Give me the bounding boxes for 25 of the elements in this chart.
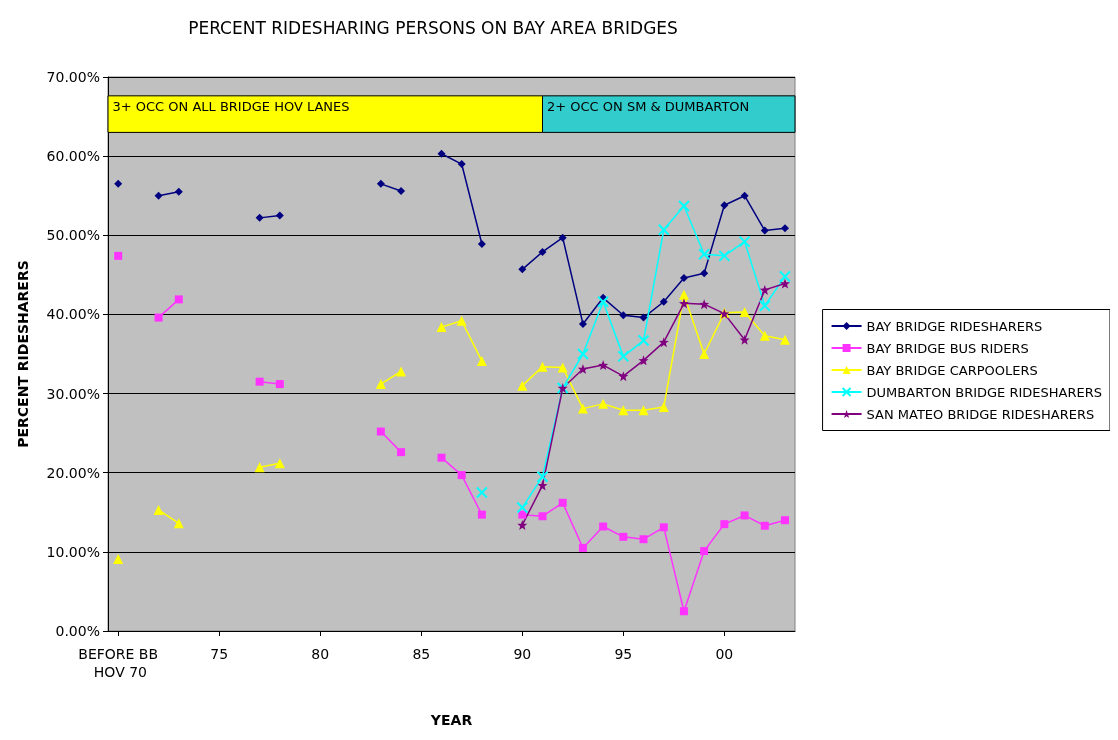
legend-label: SAN MATEO BRIDGE RIDESHARERS — [866, 406, 1095, 422]
x-tick-label: 95 — [614, 646, 633, 662]
legend-label: BAY BRIDGE BUS RIDERS — [866, 340, 1029, 356]
band-label: 3+ OCC ON ALL BRIDGE HOV LANES — [112, 99, 350, 115]
y-tick-label: 20.00% — [46, 464, 100, 481]
band-label: 2+ OCC ON SM & DUMBARTON — [547, 99, 750, 115]
legend-label: BAY BRIDGE RIDESHARERS — [866, 318, 1043, 334]
x-tick-label: 85 — [412, 646, 431, 662]
x-tick-label: 75 — [210, 646, 229, 662]
y-tick-label: 10.00% — [46, 543, 100, 560]
y-axis-title: PERCENT RIDESHARERS — [15, 260, 31, 448]
x-tick-label: 00 — [715, 646, 734, 662]
y-tick-label: 50.00% — [46, 227, 100, 244]
chart-title: PERCENT RIDESHARING PERSONS ON BAY AREA BRIDGES — [188, 17, 678, 38]
legend-label: BAY BRIDGE CARPOOLERS — [866, 362, 1038, 378]
x-axis-title: YEAR — [429, 712, 473, 728]
y-tick-label: 0.00% — [55, 623, 100, 639]
y-tick-label: 30.00% — [46, 385, 100, 402]
x-tick-label: 90 — [513, 646, 532, 662]
y-tick-label: 70.00% — [46, 69, 100, 85]
x-tick-label: BEFORE BB HOV 70 — [78, 646, 159, 680]
x-tick-label: 80 — [311, 646, 330, 662]
y-tick-label: 40.00% — [46, 306, 100, 323]
y-tick-label: 60.00% — [46, 148, 100, 165]
legend-label: DUMBARTON BRIDGE RIDESHARERS — [866, 384, 1103, 400]
